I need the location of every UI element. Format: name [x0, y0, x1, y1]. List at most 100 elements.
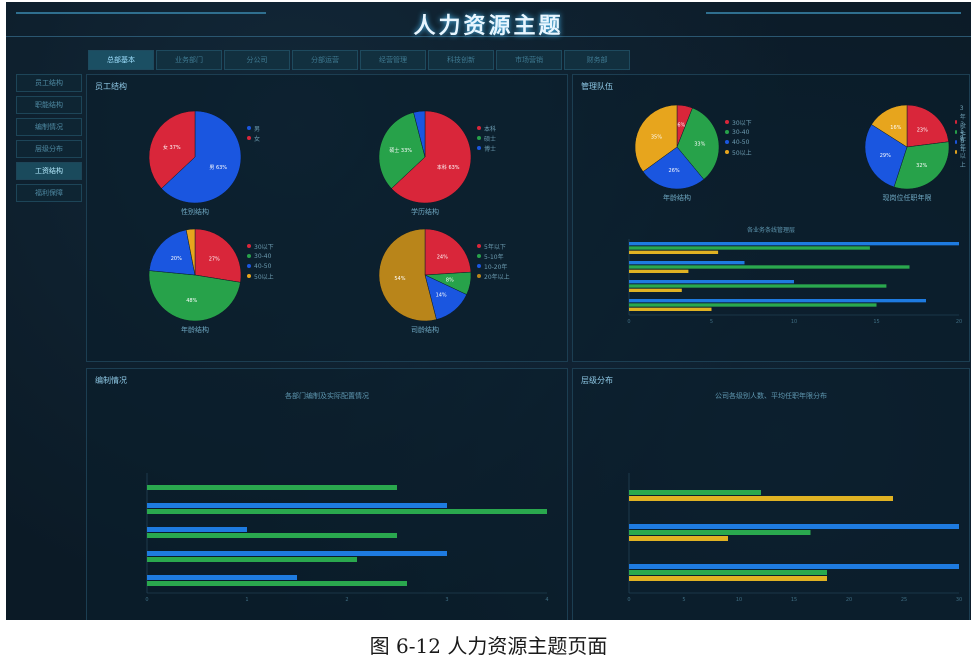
bar [147, 557, 357, 562]
tick-label: 15 [873, 319, 879, 325]
bar [629, 530, 811, 535]
pie-chart: 6% 33% 26% 35% [634, 104, 720, 190]
tick-label: 30 [956, 597, 962, 603]
bar [147, 485, 397, 490]
legend-item: 30以下 [247, 241, 274, 251]
sidebar-item-3[interactable]: 层级分布 [16, 140, 82, 158]
bar [629, 524, 959, 529]
chart-legend: 男女 [247, 123, 260, 143]
legend-label: 5年以下 [484, 243, 506, 251]
legend-label: 30以下 [254, 243, 274, 251]
bar [147, 581, 407, 586]
pie-slice-label: 48% [186, 298, 197, 304]
legend-item: 硕士 [477, 133, 496, 143]
legend-dot [955, 150, 957, 154]
legend-label: 男 [254, 125, 261, 133]
legend-label: 硕士 [484, 135, 497, 143]
pie-slice-label: 27% [209, 257, 220, 263]
pie-slice-0 [194, 228, 242, 283]
chart-legend: 3年以下 3-5年 5-8年 8年以上 [955, 105, 969, 169]
pie-slice-1 [148, 270, 241, 322]
legend-label: 5-8年 [960, 130, 967, 154]
legend-label: 40-50 [732, 138, 750, 146]
pie-slice-3 [871, 104, 908, 148]
legend-dot [247, 244, 251, 248]
pie-slice-label: 女 37% [163, 144, 181, 151]
legend-dot [477, 244, 481, 248]
pie-slice-2 [148, 229, 196, 276]
sidebar-item-4[interactable]: 工资结构 [16, 162, 82, 180]
panel-staff-structure: 员工结构 男 63% 女 37% 男女性别结构 本科 63% 硕士 33% 本科 硕士 博士学… [86, 74, 568, 362]
tab-3[interactable]: 分部运营 [292, 50, 358, 70]
bar [147, 551, 447, 556]
sidebar-item-0[interactable]: 员工结构 [16, 74, 82, 92]
bar [629, 265, 910, 269]
dashboard-header: 人力资源主题 [6, 2, 971, 46]
tab-0[interactable]: 总部基本 [88, 50, 154, 70]
tab-6[interactable]: 市场营销 [496, 50, 562, 70]
chart-legend: 30以下 30-40 40-50 50以上 [725, 117, 752, 157]
bar [629, 242, 959, 246]
legend-dot [247, 254, 251, 258]
legend-item: 40-50 [725, 137, 752, 147]
sidebar-item-2[interactable]: 编制情况 [16, 118, 82, 136]
pie-slice-0 [906, 104, 949, 148]
tab-1[interactable]: 业务部门 [156, 50, 222, 70]
chart-legend: 5年以下 5-10年 10-20年 20年以上 [477, 241, 510, 281]
legend-label: 30-40 [254, 252, 272, 260]
legend-item: 女 [247, 133, 260, 143]
legend-dot [477, 136, 481, 140]
legend-item: 10-20年 [477, 261, 510, 271]
pie-chart: 本科 63% 硕士 33% [378, 110, 472, 204]
sidebar-nav: 员工结构职能结构编制情况层级分布工资结构福利保障 [16, 74, 82, 206]
pie-slice-label: 29% [880, 153, 891, 159]
legend-item: 20年以上 [477, 271, 510, 281]
tick-label: 5 [682, 597, 685, 603]
pie-slice-1 [893, 141, 950, 190]
panel-title: 管理队伍 [581, 82, 613, 91]
pie-slice-1 [148, 110, 196, 189]
chart-label: 司龄结构 [411, 326, 439, 334]
legend-dot [725, 130, 729, 134]
pie-slice-label: 本科 63% [437, 164, 460, 171]
legend-item: 30-40 [247, 251, 274, 261]
pie-slice-2 [413, 110, 426, 158]
legend-item: 男 [247, 123, 260, 133]
legend-dot [725, 150, 729, 154]
tick-label: 3 [445, 597, 448, 603]
chart-legend: 30以下 30-40 40-50 50以上 [247, 241, 274, 281]
legend-label: 3-5年 [960, 120, 967, 144]
sidebar-item-5[interactable]: 福利保障 [16, 184, 82, 202]
chart-label: 性别结构 [181, 208, 209, 216]
legend-dot [247, 264, 251, 268]
legend-item: 40-50 [247, 261, 274, 271]
bar [629, 490, 761, 495]
bar [629, 261, 745, 265]
legend-dot [477, 274, 481, 278]
tab-4[interactable]: 经营管理 [360, 50, 426, 70]
legend-dot [477, 126, 481, 130]
tab-2[interactable]: 分公司 [224, 50, 290, 70]
sidebar-item-1[interactable]: 职能结构 [16, 96, 82, 114]
bar [147, 503, 447, 508]
header-decoration-left [16, 12, 266, 14]
bar [629, 284, 887, 288]
bar [147, 575, 297, 580]
legend-label: 8年以上 [959, 135, 966, 169]
dashboard-screen: 人力资源主题 总部基本 业务部门 分公司 分部运营 经营管理 科技创新 市场营销 财务部 员工… [6, 2, 971, 620]
pie-chart: 男 63% 女 37% [148, 110, 242, 204]
legend-label: 本科 [484, 125, 497, 133]
tab-5[interactable]: 科技创新 [428, 50, 494, 70]
legend-dot [725, 120, 729, 124]
pie-slice-label: 14% [436, 292, 447, 298]
tab-7[interactable]: 财务部 [564, 50, 630, 70]
legend-label: 10-20年 [484, 263, 508, 271]
bar [629, 307, 712, 311]
bar [629, 299, 926, 303]
legend-item: 5-8年 [955, 131, 969, 154]
legend-dot [955, 120, 957, 124]
pie-slice-2 [864, 124, 908, 188]
pie-slice-3 [378, 228, 437, 322]
bar [629, 269, 689, 273]
chart-label: 现岗位任职年限 [882, 194, 932, 202]
